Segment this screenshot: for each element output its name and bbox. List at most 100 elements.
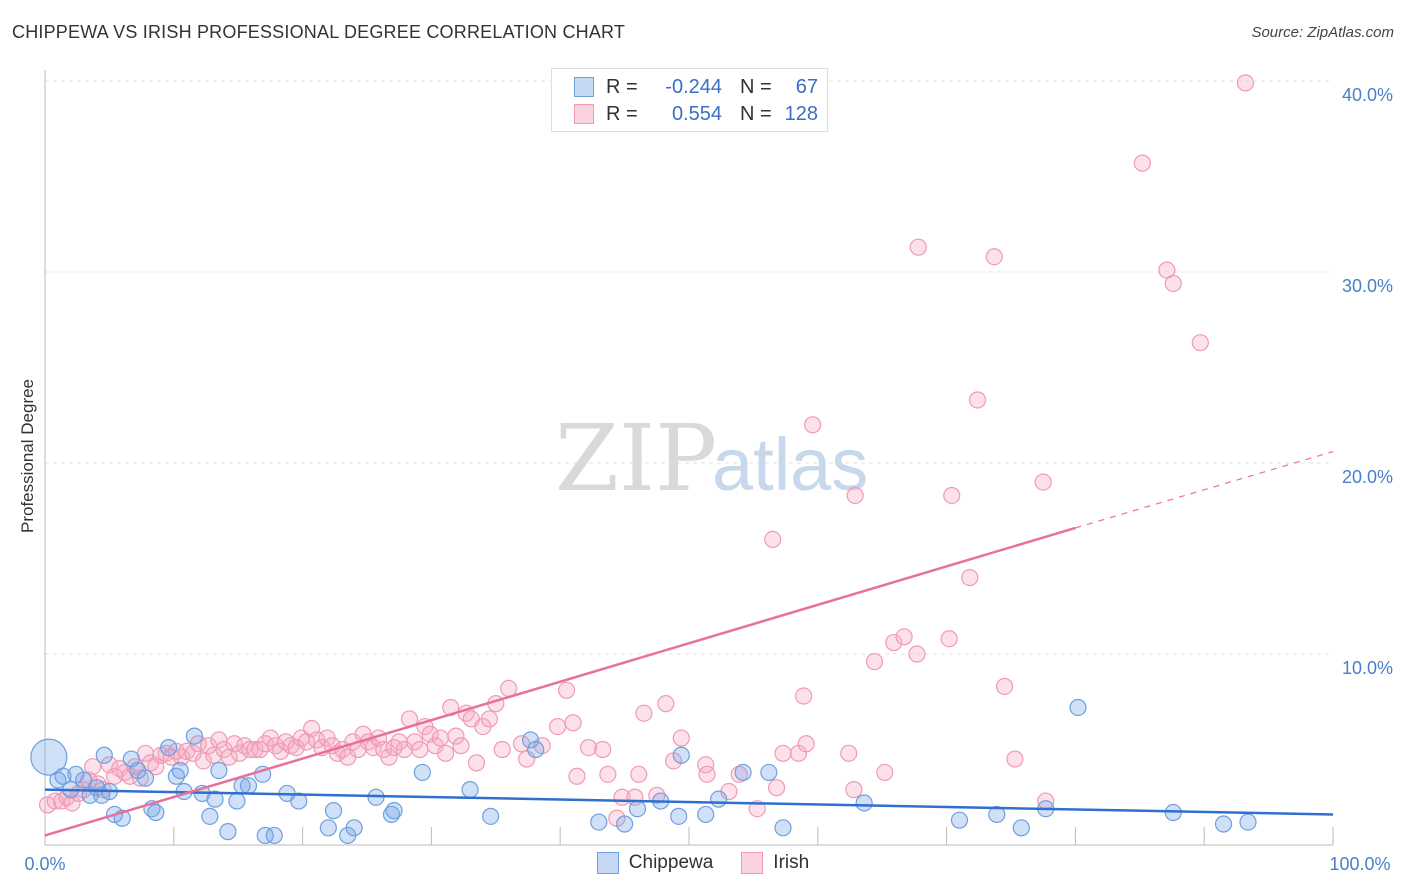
chippewa-point: [1214, 815, 1233, 833]
irish-point: [500, 679, 518, 697]
irish-point: [594, 740, 612, 759]
irish-point: [909, 238, 927, 256]
irish-point: [876, 763, 894, 782]
irish-point: [364, 738, 383, 757]
legend-item-irish: Irish: [741, 852, 809, 874]
axes: [44, 70, 1334, 846]
irish-point: [194, 752, 213, 770]
chippewa-point: [219, 823, 237, 841]
chippewa-point: [413, 763, 431, 782]
irish-point: [1191, 334, 1209, 352]
chippewa-point: [461, 781, 479, 799]
chippewa-point: [628, 800, 647, 818]
chippewa-point: [482, 807, 500, 825]
irish-point: [549, 717, 567, 736]
chippewa-point: [201, 807, 219, 825]
irish-trend-line: [44, 526, 1076, 837]
irish-point: [895, 628, 913, 646]
legend-item-chippewa: Chippewa: [596, 852, 714, 874]
chippewa-point: [290, 792, 308, 810]
chippewa-point: [239, 777, 258, 795]
chippewa-point: [136, 769, 155, 787]
y-tick-labels: 10.0% 20.0% 30.0% 40.0%: [1342, 85, 1393, 678]
chippewa-point: [147, 803, 165, 822]
chippewa-point: [774, 819, 792, 837]
irish-point: [846, 486, 864, 505]
n-value: 128: [784, 102, 818, 125]
chippewa-point: [256, 826, 274, 845]
chippewa-point: [1239, 813, 1257, 831]
chippewa-point: [988, 805, 1006, 824]
irish-point: [1164, 274, 1182, 293]
trend-lines: [44, 450, 1334, 837]
irish-point: [1034, 473, 1052, 491]
irish-point: [995, 677, 1014, 696]
irish-point: [38, 796, 57, 814]
chippewa-point: [345, 819, 363, 837]
irish-point: [480, 710, 498, 728]
irish-points: [38, 74, 1255, 827]
chippewa-point: [1012, 819, 1030, 837]
irish-point: [63, 794, 81, 812]
chippewa-point: [185, 727, 204, 745]
chippewa-point: [710, 790, 728, 808]
source-label: Source: ZipAtlas.com: [1251, 24, 1394, 41]
chippewa-point: [855, 794, 873, 812]
x-tick-label: 0.0%: [24, 854, 65, 874]
chippewa-point: [171, 761, 189, 780]
irish-point: [865, 653, 884, 671]
legend-row-chippewa: R = -0.244 N = 67: [574, 75, 818, 99]
r-label: R =: [606, 102, 638, 125]
irish-point: [795, 687, 813, 705]
chippewa-point: [30, 738, 68, 776]
watermark-zip: ZIP: [555, 405, 717, 512]
chippewa-point: [760, 763, 778, 782]
chippewa-point: [672, 746, 690, 764]
r-value: 0.554: [671, 102, 722, 125]
irish-point: [558, 681, 576, 699]
irish-point: [579, 738, 598, 757]
chippewa-legend-swatch: [596, 852, 619, 874]
chippewa-point: [206, 790, 224, 808]
x-tick-label: 100.0%: [1329, 854, 1390, 874]
n-label: N =: [740, 75, 772, 98]
irish-point: [657, 695, 675, 713]
irish-point: [411, 740, 429, 759]
series-legend: Chippewa Irish: [0, 852, 1406, 874]
y-axis-label: Professional Degree: [18, 378, 37, 534]
stats-legend: R = -0.244 N = 67 R = 0.554 N = 128: [551, 68, 828, 132]
chippewa-points: [30, 698, 1257, 845]
chippewa-point: [54, 767, 72, 785]
irish-point: [908, 645, 926, 663]
irish-point: [1133, 154, 1151, 172]
irish-point: [564, 714, 582, 732]
irish-point: [748, 800, 766, 818]
irish-point: [672, 729, 690, 747]
chippewa-point: [160, 738, 178, 757]
irish-point: [968, 391, 987, 409]
y-tick-label: 10.0%: [1342, 658, 1393, 678]
irish-point: [943, 486, 961, 505]
chippewa-point: [324, 802, 343, 820]
chippewa-swatch: [574, 77, 594, 97]
chippewa-point: [385, 802, 403, 820]
irish-point: [885, 633, 903, 652]
chippewa-point: [228, 792, 246, 810]
irish-point: [840, 744, 858, 762]
irish-point: [961, 568, 979, 587]
irish-point: [764, 530, 782, 549]
chippewa-point: [521, 731, 540, 749]
r-value: -0.244: [665, 75, 722, 98]
chippewa-point: [527, 740, 545, 759]
irish-point: [985, 248, 1003, 266]
irish-point: [774, 744, 792, 762]
chippewa-point: [265, 826, 283, 845]
chippewa-point: [1069, 698, 1087, 717]
irish-point: [287, 738, 305, 757]
legend-label-chippewa: Chippewa: [628, 852, 714, 873]
irish-point: [698, 765, 716, 783]
chippewa-point: [590, 813, 608, 831]
chippewa-point: [75, 771, 93, 789]
irish-point: [1006, 750, 1024, 768]
n-value: 67: [795, 75, 818, 98]
